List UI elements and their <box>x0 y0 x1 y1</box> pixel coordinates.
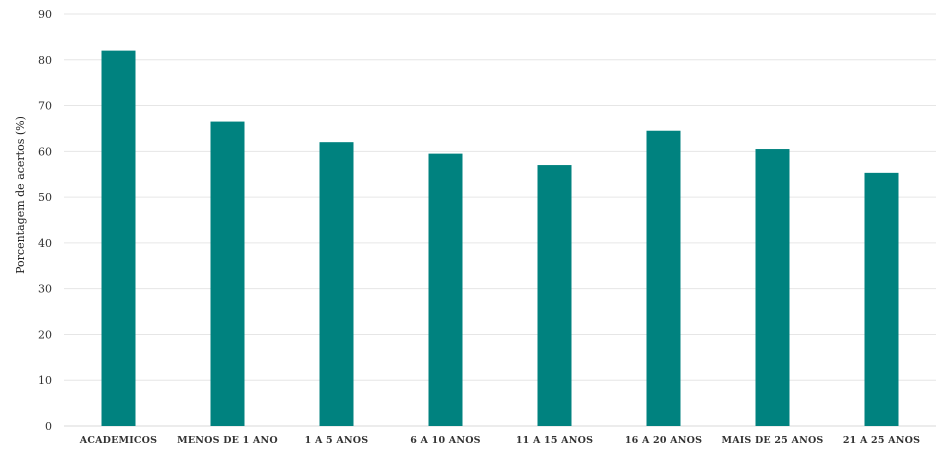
y-tick-label: 60 <box>38 145 52 158</box>
y-tick-label: 30 <box>38 283 52 296</box>
x-tick-label: MAIS DE 25 ANOS <box>721 435 823 446</box>
x-tick-label: ACADEMICOS <box>79 435 157 446</box>
gridlines <box>64 13 936 427</box>
x-tick-label: 1 A 5 ANOS <box>305 435 369 446</box>
x-tick-label: MENOS DE 1 ANO <box>177 435 278 446</box>
bar <box>646 130 681 426</box>
y-axis-ticks: 0 10 20 30 40 50 60 70 80 90 <box>38 8 52 433</box>
y-tick-label: 10 <box>38 374 52 387</box>
x-axis-ticks: ACADEMICOS MENOS DE 1 ANO 1 A 5 ANOS 6 A 10… <box>79 435 920 446</box>
bars <box>101 50 899 427</box>
bar <box>101 50 136 426</box>
bar <box>319 142 354 426</box>
y-tick-label: 20 <box>38 328 52 341</box>
y-tick-label: 50 <box>38 191 52 204</box>
y-tick-label: 40 <box>38 237 52 250</box>
bar <box>428 153 463 426</box>
bar <box>864 172 899 426</box>
x-tick-label: 16 A 20 ANOS <box>625 435 702 446</box>
bar <box>537 165 572 427</box>
y-tick-label: 90 <box>38 8 52 21</box>
y-tick-label: 0 <box>45 420 52 433</box>
x-tick-label: 21 A 25 ANOS <box>843 435 920 446</box>
x-tick-label: 6 A 10 ANOS <box>410 435 481 446</box>
y-tick-label: 80 <box>38 54 52 67</box>
x-tick-label: 11 A 15 ANOS <box>516 435 593 446</box>
bar <box>210 121 245 427</box>
bar <box>755 149 790 427</box>
y-axis-label: Porcentagem de acertos (%) <box>14 116 27 274</box>
y-tick-label: 70 <box>38 100 52 113</box>
